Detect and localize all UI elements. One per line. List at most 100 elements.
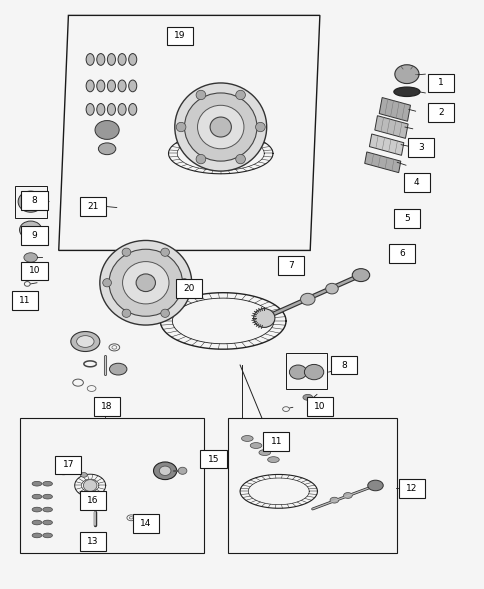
Ellipse shape — [329, 497, 338, 503]
FancyBboxPatch shape — [21, 262, 47, 280]
Ellipse shape — [325, 283, 337, 294]
Ellipse shape — [128, 54, 136, 65]
Ellipse shape — [80, 472, 87, 477]
Text: 14: 14 — [140, 519, 151, 528]
Ellipse shape — [196, 90, 205, 100]
Ellipse shape — [71, 332, 100, 352]
FancyBboxPatch shape — [12, 291, 38, 310]
Text: 11: 11 — [19, 296, 30, 305]
Ellipse shape — [43, 507, 52, 512]
Ellipse shape — [43, 494, 52, 499]
Ellipse shape — [95, 121, 119, 140]
Ellipse shape — [32, 494, 42, 499]
Ellipse shape — [97, 54, 105, 65]
Ellipse shape — [235, 90, 245, 100]
Ellipse shape — [86, 104, 94, 115]
Ellipse shape — [160, 309, 169, 317]
FancyBboxPatch shape — [330, 356, 356, 375]
Ellipse shape — [180, 279, 188, 287]
Ellipse shape — [300, 293, 315, 305]
Ellipse shape — [109, 363, 127, 375]
FancyBboxPatch shape — [263, 432, 289, 451]
Ellipse shape — [267, 456, 279, 462]
Text: 12: 12 — [405, 484, 417, 493]
Text: 7: 7 — [287, 260, 293, 270]
Text: 13: 13 — [87, 537, 98, 546]
Ellipse shape — [109, 249, 182, 316]
Ellipse shape — [258, 449, 270, 455]
FancyBboxPatch shape — [94, 397, 120, 416]
Text: 10: 10 — [314, 402, 325, 411]
FancyBboxPatch shape — [306, 397, 332, 416]
Bar — [227, 418, 396, 553]
Ellipse shape — [128, 80, 136, 92]
Ellipse shape — [43, 481, 52, 486]
Text: 1: 1 — [437, 78, 443, 87]
Ellipse shape — [241, 435, 253, 441]
FancyBboxPatch shape — [133, 514, 158, 533]
Text: 11: 11 — [270, 437, 282, 446]
Ellipse shape — [32, 507, 42, 512]
Text: 8: 8 — [340, 360, 346, 369]
Ellipse shape — [118, 54, 126, 65]
Ellipse shape — [24, 253, 37, 262]
Ellipse shape — [118, 80, 126, 92]
Text: 5: 5 — [403, 214, 409, 223]
Ellipse shape — [97, 80, 105, 92]
Ellipse shape — [43, 520, 52, 525]
Ellipse shape — [235, 154, 245, 164]
Ellipse shape — [197, 105, 243, 149]
FancyBboxPatch shape — [176, 279, 202, 298]
FancyBboxPatch shape — [393, 209, 419, 227]
Ellipse shape — [76, 336, 94, 348]
Ellipse shape — [32, 520, 42, 525]
Ellipse shape — [178, 467, 186, 474]
Ellipse shape — [184, 93, 257, 161]
Ellipse shape — [174, 83, 266, 171]
Ellipse shape — [304, 365, 323, 380]
Text: 15: 15 — [207, 455, 219, 464]
Text: 16: 16 — [87, 496, 98, 505]
Ellipse shape — [393, 87, 419, 97]
Ellipse shape — [107, 104, 115, 115]
Ellipse shape — [122, 248, 131, 256]
FancyBboxPatch shape — [21, 191, 47, 210]
FancyBboxPatch shape — [427, 74, 453, 92]
Ellipse shape — [118, 104, 126, 115]
FancyBboxPatch shape — [403, 173, 429, 192]
Ellipse shape — [210, 117, 231, 137]
FancyBboxPatch shape — [79, 197, 106, 216]
Ellipse shape — [23, 196, 38, 207]
Ellipse shape — [103, 279, 111, 287]
Ellipse shape — [153, 462, 176, 479]
Bar — [15, 186, 46, 218]
Ellipse shape — [176, 123, 185, 132]
Text: 3: 3 — [418, 143, 424, 152]
Ellipse shape — [73, 468, 81, 474]
Bar — [20, 418, 203, 553]
Polygon shape — [378, 98, 409, 121]
Ellipse shape — [83, 479, 97, 491]
Ellipse shape — [289, 365, 306, 379]
Text: 20: 20 — [183, 284, 195, 293]
Ellipse shape — [367, 480, 382, 491]
FancyBboxPatch shape — [408, 138, 434, 157]
Text: 10: 10 — [29, 266, 40, 276]
Ellipse shape — [196, 154, 205, 164]
Ellipse shape — [302, 395, 312, 401]
Text: 6: 6 — [398, 249, 404, 258]
Ellipse shape — [32, 481, 42, 486]
Ellipse shape — [107, 80, 115, 92]
FancyBboxPatch shape — [166, 27, 192, 45]
Polygon shape — [374, 115, 407, 138]
Ellipse shape — [97, 104, 105, 115]
Ellipse shape — [394, 65, 418, 84]
Text: 21: 21 — [87, 202, 98, 211]
Text: 8: 8 — [31, 196, 37, 205]
Ellipse shape — [160, 248, 169, 256]
FancyBboxPatch shape — [79, 491, 106, 509]
FancyBboxPatch shape — [55, 455, 81, 474]
FancyBboxPatch shape — [277, 256, 303, 274]
Ellipse shape — [253, 309, 274, 327]
Text: 4: 4 — [413, 178, 419, 187]
